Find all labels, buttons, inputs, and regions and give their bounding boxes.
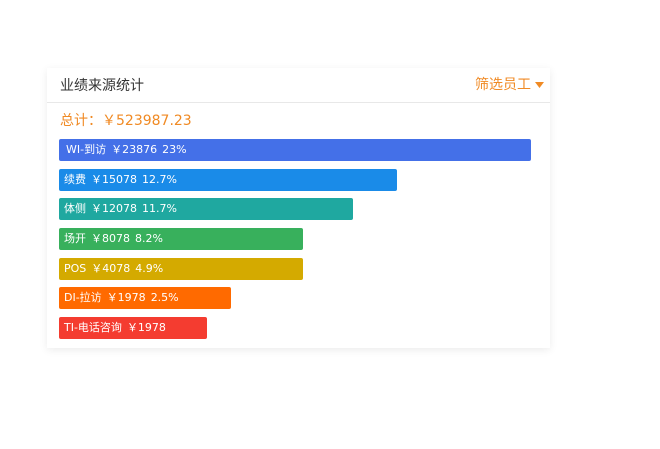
bar-percent: 4.9% bbox=[135, 261, 164, 275]
bar-amount: ￥8078 bbox=[91, 232, 130, 246]
filter-label[interactable]: 筛选员工 bbox=[475, 77, 531, 93]
bar-name: DI-拉访 bbox=[64, 291, 102, 305]
filter-button[interactable]: 筛选员工 bbox=[475, 74, 544, 94]
bar-percent: 11.7% bbox=[142, 202, 177, 216]
dropdown-icon[interactable] bbox=[535, 82, 544, 88]
card-title: 业绩来源统计 bbox=[60, 78, 144, 94]
bar-amount: ￥1978 bbox=[106, 291, 146, 305]
bar-percent: 8.2% bbox=[135, 232, 163, 246]
bar-amount: ￥15078 bbox=[91, 172, 137, 186]
total: 总计：￥523987.23 bbox=[60, 110, 192, 130]
bar-amount: ￥23876 bbox=[111, 143, 158, 156]
bar-name: POS bbox=[64, 261, 87, 275]
bar: TI-电话咨询 ￥1978 bbox=[59, 317, 207, 340]
bar-name: 场开 bbox=[64, 232, 86, 246]
bar-amount: ￥12078 bbox=[91, 202, 137, 216]
total-value: ￥523987.23 bbox=[102, 113, 192, 129]
bar: 场开 ￥8078 8.2% bbox=[59, 228, 303, 251]
bar-name: WI-到访 bbox=[66, 143, 107, 156]
bar: 体侧 ￥12078 11.7% bbox=[59, 198, 353, 221]
total-label: 总计： bbox=[60, 113, 102, 129]
bar: DI-拉访 ￥1978 2.5% bbox=[59, 287, 231, 310]
bar-name: 体侧 bbox=[64, 202, 86, 216]
bar-percent: 2.5% bbox=[150, 291, 179, 305]
bar-list: WI-到访 ￥23876 23% 续费 ￥15078 12.7% 体侧 ￥12078 11.7%… bbox=[59, 139, 531, 347]
bar-amount: ￥4078 bbox=[91, 261, 131, 275]
bar-name: TI-电话咨询 bbox=[64, 321, 122, 335]
bar-amount: ￥1978 bbox=[126, 321, 166, 335]
card-header: 业绩来源统计 筛选员工 bbox=[47, 68, 550, 103]
bar-percent: 23% bbox=[162, 143, 187, 156]
bar-name: 续费 bbox=[64, 172, 86, 186]
bar: 续费 ￥15078 12.7% bbox=[59, 168, 397, 191]
bar-percent: 12.7% bbox=[142, 172, 177, 186]
card: 业绩来源统计 筛选员工 总计：￥523987.23 WI-到访 ￥23876 23%… bbox=[47, 68, 550, 348]
bar: POS ￥4078 4.9% bbox=[59, 257, 303, 280]
bar: WI-到访 ￥23876 23% bbox=[59, 139, 531, 161]
